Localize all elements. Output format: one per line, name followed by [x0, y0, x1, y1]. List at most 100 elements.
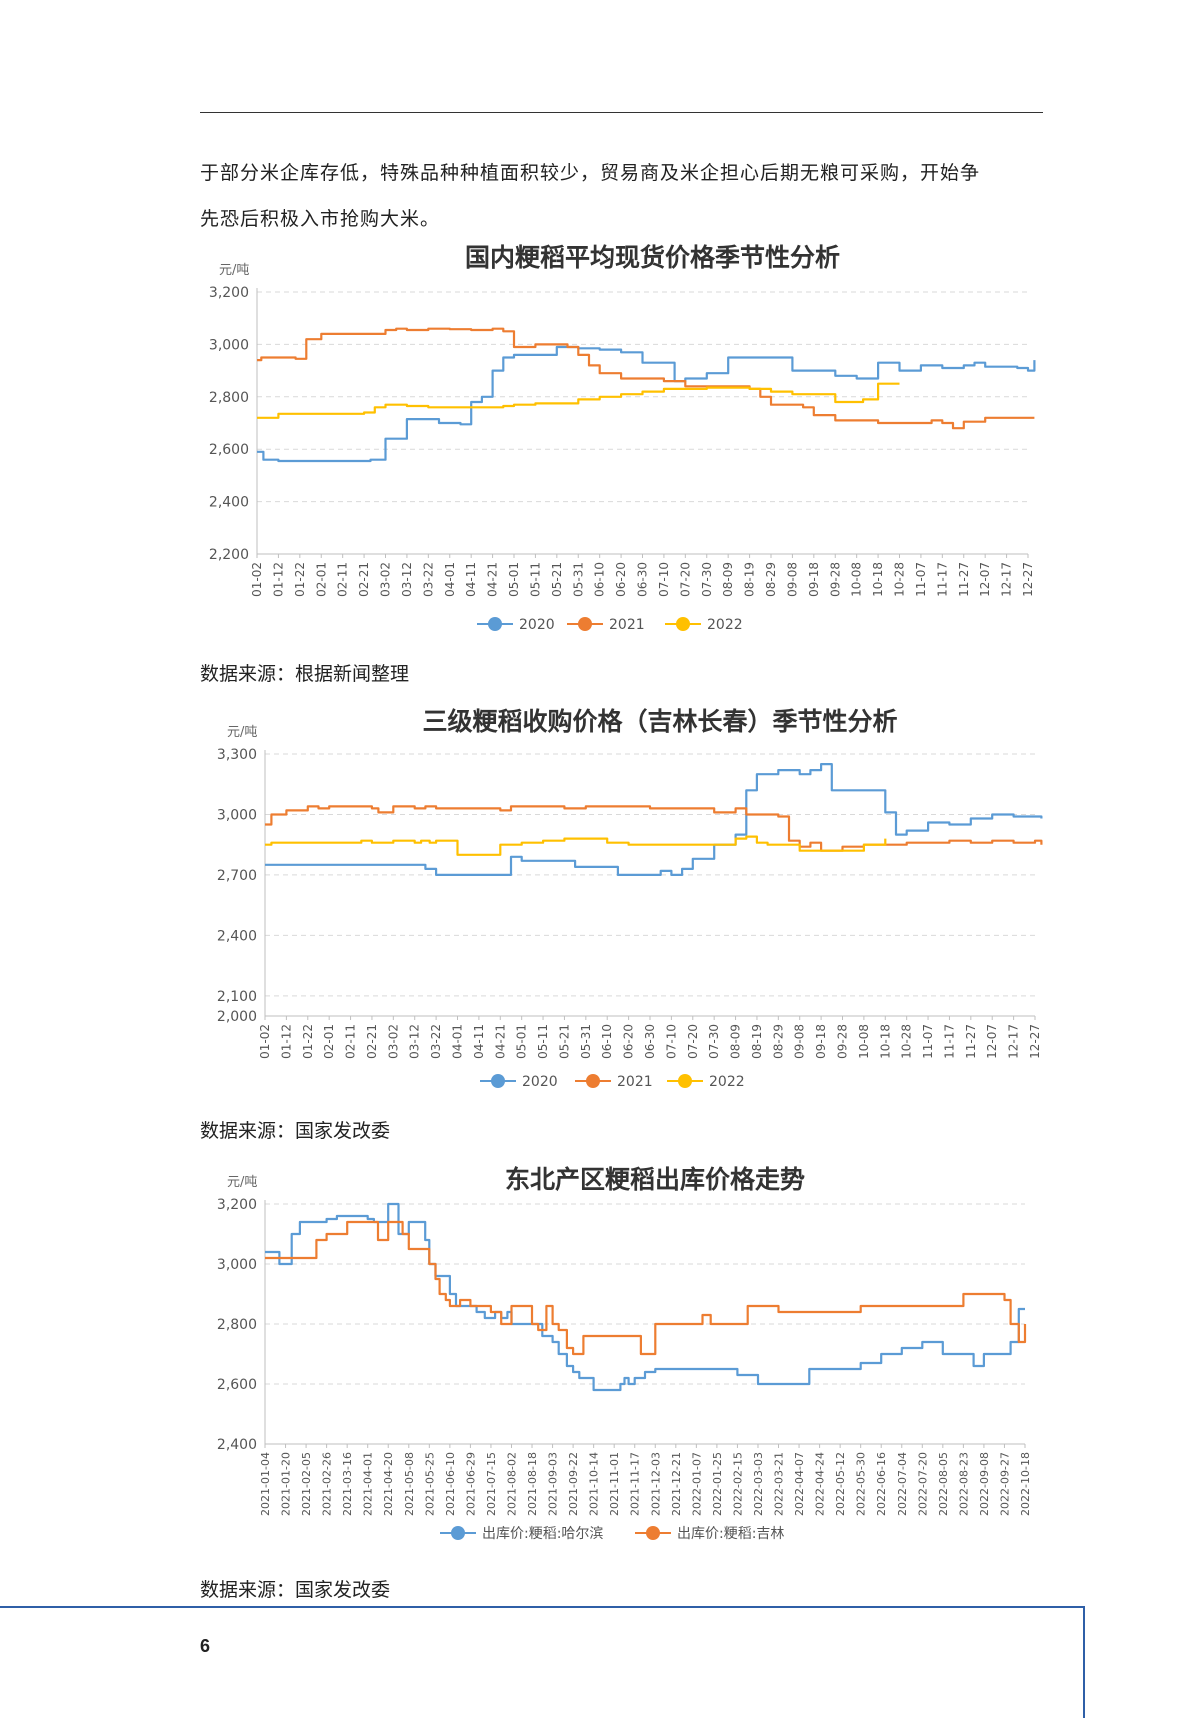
x-tick-label: 06-30	[636, 562, 650, 597]
x-tick-label: 05-11	[528, 562, 542, 597]
x-tick-label: 11-17	[942, 1024, 956, 1059]
x-tick-label: 2021-09-22	[567, 1452, 580, 1516]
x-tick-label: 2021-11-17	[629, 1452, 642, 1516]
series-line-2020	[257, 345, 1036, 463]
y-tick-label: 2,100	[217, 989, 257, 1005]
x-tick-label: 07-20	[678, 562, 692, 597]
x-tick-label: 03-12	[400, 562, 414, 597]
x-tick-label: 02-11	[336, 562, 350, 597]
legend-marker	[676, 617, 690, 631]
y-tick-label: 3,300	[217, 747, 257, 763]
x-tick-label: 2022-05-30	[855, 1452, 868, 1516]
x-tick-label: 01-22	[301, 1024, 315, 1059]
x-tick-label: 05-21	[557, 1024, 571, 1059]
x-tick-label: 2021-08-18	[526, 1452, 539, 1516]
x-tick-label: 2021-07-15	[485, 1452, 498, 1516]
x-tick-label: 2021-11-01	[608, 1452, 621, 1516]
x-tick-label: 05-01	[515, 1024, 529, 1059]
x-tick-label: 12-07	[985, 1024, 999, 1059]
x-tick-label: 2021-03-16	[341, 1452, 354, 1516]
chart-title: 东北产区粳稻出库价格走势	[505, 1165, 805, 1194]
series-line-2021	[257, 327, 1035, 430]
x-tick-label: 07-30	[700, 562, 714, 597]
x-tick-label: 10-08	[850, 562, 864, 597]
chart-title: 三级粳稻收购价格（吉林长春）季节性分析	[422, 707, 897, 736]
x-tick-label: 2021-08-02	[505, 1452, 518, 1516]
y-axis-unit-label: 元/吨	[227, 1175, 257, 1190]
x-tick-label: 10-08	[857, 1024, 871, 1059]
x-tick-label: 2021-01-04	[259, 1452, 272, 1516]
chart-3: 东北产区粳稻出库价格走势 元/吨 2,400 2,600 2,800 3,000 3,200…	[195, 1158, 1045, 1558]
chart-3-svg: 东北产区粳稻出库价格走势 元/吨 2,400 2,600 2,800 3,000 3,200…	[217, 1165, 1032, 1542]
x-tick-label: 09-28	[828, 562, 842, 597]
x-tick-label: 08-29	[771, 1024, 785, 1059]
y-axis-unit-label: 元/吨	[227, 725, 257, 740]
x-tick-label: 10-18	[871, 562, 885, 597]
x-tick-label: 01-12	[271, 562, 285, 597]
legend-label: 2020	[522, 1074, 558, 1090]
x-tick-label: 06-10	[600, 1024, 614, 1059]
x-tick-label: 2021-01-20	[280, 1452, 293, 1516]
x-tick-label: 10-28	[900, 1024, 914, 1059]
legend-marker	[678, 1074, 692, 1088]
x-tick-label: 2021-02-05	[300, 1452, 313, 1516]
series-line-出库价:粳稻:哈尔滨	[265, 1202, 1025, 1392]
source-note-1: 数据来源：根据新闻整理	[200, 663, 410, 685]
x-tick-label: 08-09	[721, 562, 735, 597]
x-tick-label: 05-31	[579, 1024, 593, 1059]
y-tick-label: 2,600	[209, 442, 249, 458]
x-tick-label: 02-01	[314, 562, 328, 597]
x-tick-label: 10-18	[878, 1024, 892, 1059]
x-tick-label: 12-27	[1028, 1024, 1042, 1059]
chart-1: 国内粳稻平均现货价格季节性分析 元/吨 2,200 2,400 2,600 2,800 3,…	[195, 236, 1045, 636]
x-tick-label: 01-22	[293, 562, 307, 597]
x-tick-label: 05-31	[571, 562, 585, 597]
x-tick-label: 06-20	[622, 1024, 636, 1059]
x-tick-label: 08-09	[729, 1024, 743, 1059]
x-tick-label: 2022-03-03	[752, 1452, 765, 1516]
x-tick-label: 08-29	[764, 562, 778, 597]
paragraph-line-1: 于部分米企库存低，特殊品种种植面积较少，贸易商及米企担心后期无粮可采购，开始争	[200, 162, 981, 184]
y-tick-label: 3,200	[209, 285, 249, 301]
x-tick-label: 2021-04-20	[382, 1452, 395, 1516]
y-tick-label: 3,200	[217, 1197, 257, 1213]
x-tick-label: 2022-04-24	[814, 1452, 827, 1516]
y-tick-label: 2,600	[217, 1377, 257, 1393]
x-tick-label: 2022-08-23	[957, 1452, 970, 1516]
x-tick-label: 04-21	[486, 562, 500, 597]
legend-label: 2021	[617, 1074, 653, 1090]
y-tick-label: 2,800	[209, 390, 249, 406]
x-tick-label: 09-08	[793, 1024, 807, 1059]
x-tick-label: 09-08	[785, 562, 799, 597]
series-line-出库价:粳稻:吉林	[265, 1220, 1027, 1356]
x-tick-label: 11-07	[921, 1024, 935, 1059]
x-tick-label: 2022-07-04	[896, 1452, 909, 1516]
x-tick-label: 2021-12-03	[649, 1452, 662, 1516]
x-tick-label: 12-27	[1021, 562, 1035, 597]
series-line-2021	[265, 805, 1043, 852]
x-tick-label: 07-10	[664, 1024, 678, 1059]
header-rule	[200, 112, 1043, 113]
y-tick-label: 2,400	[217, 928, 257, 944]
chart-2: 三级粳稻收购价格（吉林长春）季节性分析 元/吨 2,000 2,100 2,400 2,7…	[195, 700, 1045, 1100]
x-tick-label: 2021-06-29	[464, 1452, 477, 1516]
x-tick-label: 06-20	[614, 562, 628, 597]
x-tick-label: 11-27	[964, 1024, 978, 1059]
x-tick-label: 12-17	[1000, 562, 1014, 597]
x-tick-label: 04-11	[464, 562, 478, 597]
x-tick-label: 10-28	[893, 562, 907, 597]
x-tick-label: 06-30	[643, 1024, 657, 1059]
legend-label: 出库价:粳稻:哈尔滨	[482, 1526, 603, 1542]
x-tick-label: 03-02	[386, 1024, 400, 1059]
x-tick-label: 2021-09-03	[547, 1452, 560, 1516]
x-tick-label: 06-10	[593, 562, 607, 597]
x-tick-label: 12-17	[1007, 1024, 1021, 1059]
y-tick-label: 2,000	[217, 1009, 257, 1025]
source-note-2: 数据来源：国家发改委	[200, 1120, 391, 1142]
legend-marker	[488, 617, 502, 631]
legend-label: 2022	[709, 1074, 745, 1090]
series-line-2022	[265, 835, 887, 856]
legend-marker	[646, 1526, 660, 1540]
y-tick-label: 2,400	[209, 495, 249, 511]
